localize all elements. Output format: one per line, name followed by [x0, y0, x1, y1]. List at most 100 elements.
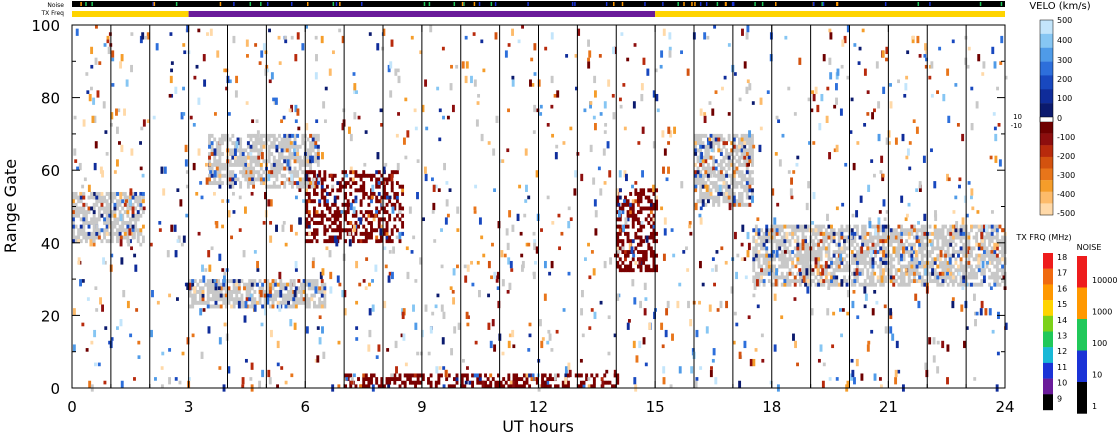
velocity-pixel [332, 50, 335, 55]
ground-scatter-pixel [814, 242, 818, 247]
ground-scatter-pixel [288, 148, 292, 153]
ground-scatter-pixel [209, 289, 213, 294]
velocity-pixel [858, 235, 862, 240]
velocity-pixel [957, 253, 960, 258]
ground-scatter-pixel [253, 282, 257, 287]
ground-scatter-pixel [902, 282, 906, 287]
velocity-pixel [377, 224, 381, 229]
velocity-pixel [386, 195, 389, 200]
ground-scatter-pixel [900, 224, 903, 229]
velocity-pixel [419, 373, 423, 378]
ground-scatter-pixel [108, 221, 112, 225]
ground-scatter-pixel [957, 228, 960, 233]
ground-scatter-pixel [988, 257, 992, 262]
velocity-pixel [601, 380, 605, 388]
ground-scatter-pixel [988, 242, 992, 247]
velocity-pixel [722, 141, 726, 146]
ground-scatter-pixel [748, 141, 752, 146]
velocity-pixel [907, 202, 911, 207]
velocity-pixel [266, 297, 270, 305]
velocity-pixel [243, 286, 246, 291]
velocity-pixel [252, 184, 256, 189]
velocity-pixel [130, 64, 133, 73]
velocity-pixel [354, 213, 358, 218]
velocity-pixel [108, 224, 112, 229]
ground-scatter-pixel [246, 166, 250, 171]
ground-scatter-pixel [730, 188, 734, 193]
velocity-pixel [748, 188, 752, 193]
ground-scatter-pixel [757, 279, 761, 284]
velocity-pixel [870, 271, 874, 276]
ground-scatter-pixel [918, 235, 922, 240]
velocity-pixel [465, 311, 469, 320]
ground-scatter-pixel [868, 282, 872, 287]
velocity-pixel [747, 155, 751, 160]
ground-scatter-pixel [879, 268, 883, 273]
velocity-pixel [344, 384, 348, 389]
ground-scatter-pixel [694, 181, 697, 186]
ground-scatter-pixel [879, 282, 883, 287]
ground-scatter-pixel [709, 170, 713, 175]
ground-scatter-pixel [90, 217, 94, 222]
velocity-pixel [889, 279, 893, 284]
velocity-pixel [696, 170, 700, 175]
velocity-pixel [932, 337, 936, 345]
velocity-pixel [765, 231, 769, 236]
velocity-pixel [408, 380, 412, 385]
ground-scatter-pixel [876, 264, 880, 269]
velocity-pixel [574, 373, 578, 378]
ground-scatter-pixel [278, 162, 281, 167]
velocity-pixel [321, 268, 325, 276]
velocity-pixel [695, 329, 699, 338]
velocity-pixel [363, 162, 367, 167]
ground-scatter-pixel [252, 181, 256, 186]
velocity-pixel [826, 308, 830, 316]
velocity-pixel [395, 377, 399, 382]
ground-scatter-pixel [850, 242, 854, 247]
velocity-pixel [636, 235, 640, 240]
ground-scatter-pixel [879, 271, 883, 276]
ground-scatter-pixel [318, 300, 322, 305]
velocity-pixel [760, 275, 763, 280]
ground-scatter-pixel [218, 177, 222, 182]
velocity-pixel [699, 366, 703, 370]
velocity-pixel [894, 137, 898, 145]
velocity-pixel [709, 155, 713, 160]
velocity-pixel [583, 108, 587, 113]
ground-scatter-pixel [762, 235, 766, 240]
velocity-pixel [333, 202, 337, 207]
velocity-pixel [795, 162, 799, 167]
velocity-pixel [649, 250, 653, 254]
velocity-pixel [636, 257, 640, 262]
velocity-pixel [525, 242, 529, 247]
velocity-pixel [362, 384, 366, 389]
velocity-pixel [855, 268, 859, 276]
velocity-pixel [285, 148, 289, 153]
ground-scatter-pixel [931, 264, 935, 269]
velocity-pixel [402, 333, 406, 341]
velocity-pixel [325, 239, 329, 244]
ground-scatter-pixel [77, 235, 81, 240]
velocity-pixel [727, 112, 731, 116]
ground-scatter-pixel [252, 133, 256, 138]
velocity-pixel [302, 297, 306, 302]
noise-fleck [233, 2, 235, 6]
velocity-pixel [471, 373, 475, 378]
txfreq-colorbar-tick-label: 17 [1057, 269, 1067, 278]
ground-scatter-pixel [722, 144, 726, 149]
ground-scatter-pixel [801, 253, 805, 258]
velocity-pixel [730, 148, 734, 153]
ground-scatter-pixel [920, 253, 924, 258]
velocity-pixel [288, 177, 292, 182]
ground-scatter-pixel [748, 173, 752, 178]
velocity-pixel [579, 380, 583, 385]
velocity-pixel [386, 348, 390, 352]
velocity-pixel [97, 362, 101, 367]
velocity-pixel [639, 264, 643, 269]
velocity-pixel [453, 326, 457, 334]
velocity-pixel [871, 260, 875, 265]
velocity-pixel [672, 253, 676, 258]
velocity-pixel [629, 260, 633, 265]
velocity-pixel [275, 144, 279, 149]
ground-scatter-pixel [900, 268, 903, 273]
